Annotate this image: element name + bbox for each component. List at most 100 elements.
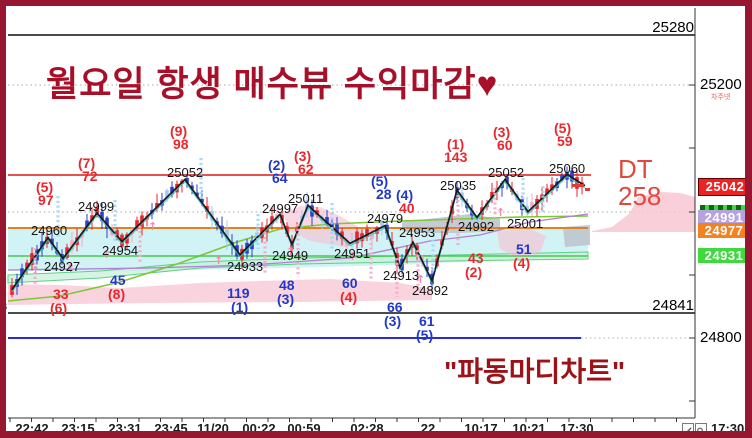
candle-body [355, 231, 359, 244]
wave-count-annotation: 60 [497, 137, 513, 153]
frame-border-left [0, 0, 6, 438]
wave-count-annotation: 72 [82, 168, 98, 184]
wave-count-annotation: (1) [447, 136, 465, 152]
pivot-price-label: 24933 [227, 259, 264, 274]
candle-body [270, 216, 274, 225]
wave-count-annotation: 61 [419, 313, 435, 329]
wave-count-annotation: (3) [277, 291, 295, 307]
candle-body [255, 232, 259, 239]
candle-body [195, 192, 199, 196]
pink-bottom-band [8, 279, 432, 305]
wave-count-annotation: (5) [371, 173, 389, 189]
wave-count-annotation: 97 [38, 192, 54, 208]
wave-count-annotation: 66 [387, 299, 403, 315]
wave-count-annotation: 62 [298, 161, 314, 177]
candle-body [530, 202, 534, 211]
wave-count-annotation: (5) [36, 179, 54, 195]
watermark-text: 차주넷 [711, 94, 731, 101]
buy-arrow-icon: ↑ [102, 248, 111, 261]
candle-body [330, 222, 334, 229]
buy-arrow-icon: ↑ [416, 273, 425, 286]
pivot-price-label: 24992 [458, 219, 495, 234]
wave-count-annotation: (2) [465, 264, 483, 280]
candle-body [265, 225, 269, 233]
pivot-price-label: 24892 [412, 283, 449, 298]
axis-price-label: 24800 [700, 329, 742, 346]
wave-count-annotation: 143 [444, 149, 468, 165]
candle-body [545, 188, 549, 194]
candle-body [10, 285, 14, 295]
candle-body [50, 238, 54, 245]
price-badge-25042: 25042 [698, 178, 752, 196]
candle-body [185, 178, 189, 183]
purple-ma [7, 213, 589, 271]
wave-count-annotation: (4) [340, 289, 358, 305]
candle-body [190, 185, 194, 190]
wave-count-annotation: (5) [554, 120, 572, 136]
wave-count-annotation: (8) [108, 286, 126, 302]
candle-body [490, 191, 494, 198]
candle-body [25, 262, 29, 270]
axis-price-label: 24841 [652, 297, 694, 314]
dt-annotation: DT 258 [618, 155, 662, 212]
wave-count-annotation: (7) [78, 155, 96, 171]
candle-body [365, 229, 369, 238]
wave-count-annotation: 45 [110, 272, 126, 288]
buy-arrow-icon: ↑ [148, 220, 157, 233]
pivot-price-label: 24927 [44, 259, 81, 274]
wave-count-annotation: (3) [294, 148, 312, 164]
wave-count-annotation: 98 [173, 136, 189, 152]
frame-border-top [0, 0, 752, 6]
dt-annotation-line2: 258 [618, 181, 662, 212]
price-badge-24977: 24977 [698, 223, 750, 238]
current-price-dash [585, 188, 590, 191]
pivot-price-label: 25011 [288, 191, 324, 206]
buy-arrow-icon: ↑ [66, 262, 75, 275]
buy-arrow-icon: ↑ [496, 206, 505, 219]
candle-body [85, 220, 89, 228]
pivot-price-label: 24979 [367, 211, 404, 226]
candle-body [115, 229, 119, 238]
pivot-price-label: 25035 [440, 178, 477, 193]
current-price-dash [572, 184, 584, 187]
wave-count-annotation: 51 [516, 241, 532, 257]
candle-body [170, 186, 174, 195]
pivot-price-label: 24949 [272, 248, 309, 263]
gray-cloud-b [563, 225, 590, 247]
wave-count-annotation: 60 [342, 275, 358, 291]
wave-count-annotation: 28 [376, 186, 392, 202]
axis-price-label: 25200 [700, 76, 742, 93]
candle-body [325, 217, 329, 224]
wave-count-annotation: (6) [50, 300, 68, 316]
candle-body [505, 176, 509, 184]
wave-count-annotation: 64 [272, 170, 288, 186]
pivot-price-label: 24913 [383, 268, 420, 283]
candle-body [550, 184, 554, 191]
wave-count-annotation: (4) [396, 187, 414, 203]
pivot-price-label: 25060 [549, 161, 586, 176]
candle-body [30, 253, 34, 265]
candle-body [165, 190, 169, 200]
wave-count-annotation: 43 [468, 250, 484, 266]
price-badge-24991: 24991 [698, 210, 750, 225]
wave-count-annotation: 48 [279, 277, 295, 293]
candle-body [95, 207, 99, 216]
frame-border-right [745, 0, 752, 438]
pivot-price-label: 24951 [334, 246, 371, 261]
candle-body [380, 222, 384, 229]
buy-arrow-icon: ↑ [31, 264, 40, 277]
page-title: 월요일 항생 매수뷰 수익마감♥ [46, 65, 499, 104]
axis-price-label: 25280 [652, 19, 694, 36]
pivot-price-label: 24960 [31, 223, 68, 238]
wave-count-annotation: 59 [557, 133, 573, 149]
pivot-price-label: 24999 [78, 199, 115, 214]
frame-border-bottom [0, 431, 752, 438]
candle-body [20, 268, 24, 278]
wave-count-annotation: (5) [416, 327, 434, 343]
teal-band [7, 251, 589, 284]
buy-arrow-icon: ↑ [348, 250, 357, 263]
candle-body [335, 224, 339, 235]
wave-count-annotation: (9) [170, 123, 188, 139]
